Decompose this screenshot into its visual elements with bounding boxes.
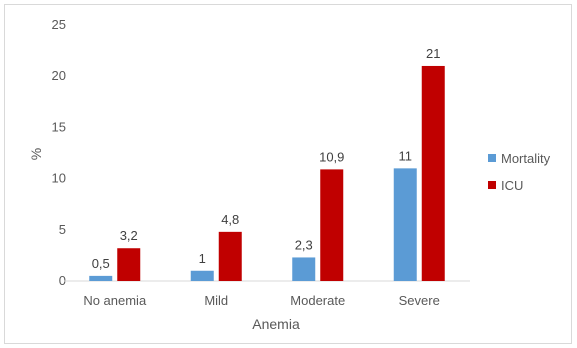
legend-label-mortality: Mortality — [501, 151, 551, 166]
x-tick-label: Mild — [204, 293, 228, 308]
bar-mortality-no-anemia — [89, 275, 113, 281]
y-tick-label: 25 — [52, 17, 66, 32]
data-label: 0,5 — [92, 256, 110, 271]
bar-icu-moderate — [320, 169, 344, 281]
x-tick-label: Moderate — [290, 293, 345, 308]
bar-icu-severe — [421, 65, 445, 282]
data-label: 11 — [399, 148, 413, 163]
data-label: 3,2 — [120, 228, 138, 243]
data-label: 2,3 — [295, 237, 313, 252]
legend-swatch-mortality — [488, 154, 496, 162]
y-tick-label: 20 — [52, 68, 66, 83]
bar-icu-mild — [218, 231, 242, 281]
data-label: 1 — [199, 251, 206, 266]
legend-swatch-icu — [488, 181, 496, 189]
y-axis-label: % — [28, 148, 44, 160]
data-label: 10,9 — [319, 149, 344, 164]
x-tick-label: No anemia — [83, 293, 147, 308]
x-tick-label: Severe — [399, 293, 440, 308]
chart-frame — [4, 4, 572, 344]
legend-label-icu: ICU — [501, 178, 523, 193]
y-tick-label: 15 — [52, 119, 66, 134]
bar-mortality-moderate — [292, 257, 316, 281]
bars — [89, 65, 445, 282]
data-label: 4,8 — [221, 212, 239, 227]
bar-mortality-severe — [393, 168, 417, 281]
bar-icu-no-anemia — [117, 248, 141, 281]
legend: Mortality ICU — [488, 151, 551, 193]
x-axis-ticks: No anemia Mild Moderate Severe — [83, 293, 440, 308]
data-labels: 0,5 3,2 1 4,8 2,3 10,9 11 21 — [92, 46, 441, 271]
x-axis-label: Anemia — [252, 316, 300, 332]
bar-mortality-mild — [190, 270, 214, 281]
y-tick-label: 10 — [52, 171, 66, 186]
y-tick-label: 5 — [59, 222, 66, 237]
y-axis-ticks: 0 5 10 15 20 25 — [52, 17, 66, 288]
data-label: 21 — [426, 46, 440, 61]
y-tick-label: 0 — [59, 273, 66, 288]
